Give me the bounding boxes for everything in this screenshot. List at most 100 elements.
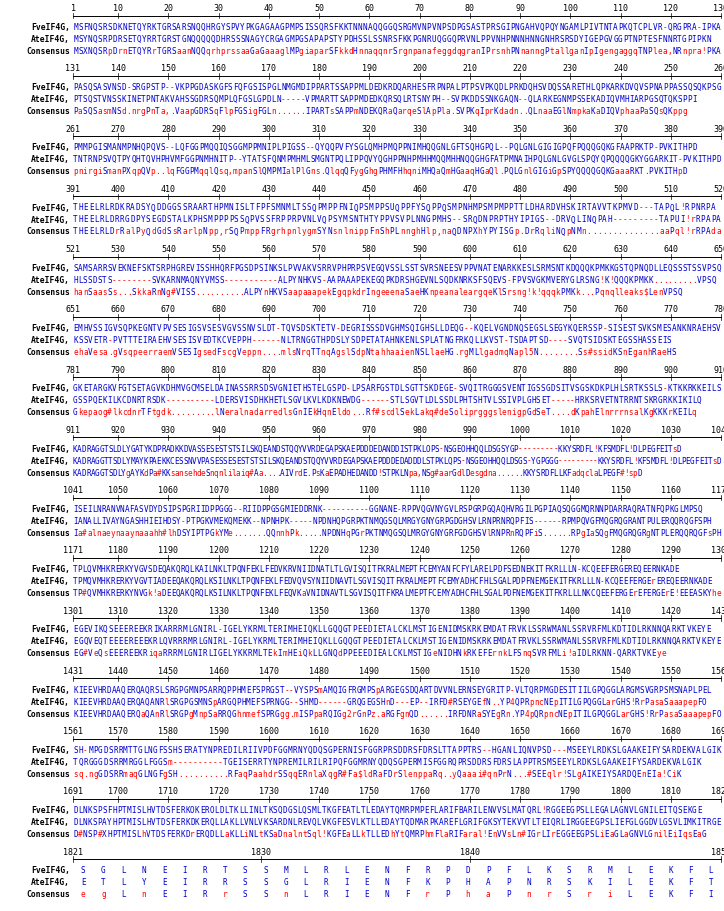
- Text: P: P: [146, 143, 151, 152]
- Text: 1000: 1000: [510, 425, 530, 435]
- Text: S: S: [295, 143, 300, 152]
- Text: L: L: [628, 877, 632, 886]
- Text: G: G: [571, 155, 576, 164]
- Text: -: -: [310, 143, 315, 152]
- Text: -: -: [166, 396, 170, 404]
- Text: -: -: [397, 505, 402, 513]
- Text: G: G: [194, 143, 198, 152]
- Text: E: E: [316, 384, 321, 393]
- Text: p: p: [136, 167, 140, 176]
- Text: n: n: [641, 769, 646, 778]
- Text: l: l: [487, 528, 491, 537]
- Text: c: c: [584, 468, 589, 477]
- Text: P: P: [413, 444, 417, 453]
- Text: P: P: [419, 805, 424, 814]
- Text: K: K: [591, 107, 595, 116]
- Text: D: D: [152, 444, 157, 453]
- Text: I: I: [237, 757, 243, 766]
- Text: R: R: [576, 577, 581, 586]
- Text: -: -: [563, 335, 568, 344]
- Text: D: D: [385, 817, 390, 826]
- Text: L: L: [458, 817, 463, 826]
- Text: D: D: [477, 757, 481, 766]
- Text: s: s: [316, 468, 320, 477]
- Text: s: s: [639, 288, 643, 296]
- Text: .: .: [585, 288, 589, 296]
- Text: g: g: [516, 408, 521, 417]
- Text: K: K: [522, 625, 526, 634]
- Text: L: L: [277, 143, 281, 152]
- Text: g: g: [623, 46, 628, 56]
- Text: I: I: [262, 456, 267, 465]
- Text: I: I: [244, 396, 248, 404]
- Text: A: A: [77, 456, 82, 465]
- Text: p: p: [678, 107, 682, 116]
- Text: N: N: [208, 745, 212, 754]
- Text: V: V: [235, 23, 240, 32]
- Text: K: K: [572, 577, 576, 586]
- Text: K: K: [673, 408, 677, 417]
- Text: Y: Y: [337, 215, 342, 224]
- Text: V: V: [167, 323, 172, 333]
- Text: G: G: [520, 23, 524, 32]
- Text: I: I: [429, 697, 433, 706]
- Text: K: K: [591, 95, 595, 104]
- Text: G: G: [161, 35, 166, 44]
- Text: H: H: [478, 396, 482, 404]
- Text: n: n: [516, 829, 521, 838]
- Text: e: e: [541, 408, 545, 417]
- Text: M: M: [214, 517, 219, 526]
- Text: G: G: [138, 745, 143, 754]
- Text: r: r: [300, 348, 306, 356]
- Text: d: d: [122, 107, 126, 116]
- Text: l: l: [545, 227, 550, 236]
- Text: G: G: [484, 155, 489, 164]
- Text: P: P: [250, 215, 254, 224]
- Text: r: r: [690, 227, 695, 236]
- Text: 480: 480: [513, 185, 528, 193]
- Text: T: T: [306, 456, 311, 465]
- Text: i: i: [512, 408, 516, 417]
- Text: T: T: [533, 335, 538, 344]
- Text: N: N: [296, 348, 300, 356]
- Text: V: V: [466, 35, 471, 44]
- Text: -: -: [346, 384, 350, 393]
- Text: K: K: [73, 697, 77, 706]
- Text: n: n: [186, 46, 190, 56]
- Text: E: E: [702, 323, 706, 333]
- Text: p: p: [529, 709, 534, 718]
- Text: D: D: [447, 649, 452, 658]
- Text: K: K: [558, 589, 563, 598]
- Text: T: T: [329, 155, 334, 164]
- Text: r: r: [691, 46, 696, 56]
- Text: 1150: 1150: [610, 486, 631, 495]
- Text: E: E: [123, 637, 127, 646]
- Text: T: T: [73, 155, 77, 164]
- Text: FveIF4G,: FveIF4G,: [31, 625, 70, 634]
- Text: K: K: [424, 288, 429, 296]
- Text: R: R: [545, 203, 550, 212]
- Text: E: E: [652, 649, 656, 658]
- Text: M: M: [416, 143, 421, 152]
- Text: L: L: [414, 335, 419, 344]
- Text: .: .: [313, 528, 317, 537]
- Text: E: E: [138, 335, 142, 344]
- Text: D: D: [183, 444, 188, 453]
- Text: L: L: [263, 625, 267, 634]
- Text: I: I: [498, 227, 503, 236]
- Text: S: S: [682, 263, 687, 272]
- Text: #: #: [375, 408, 380, 417]
- Text: D: D: [624, 83, 629, 92]
- Text: r: r: [272, 769, 277, 778]
- Text: P: P: [234, 263, 238, 272]
- Text: K: K: [563, 444, 567, 453]
- Text: V: V: [143, 505, 148, 513]
- Text: n: n: [682, 46, 686, 56]
- Text: q: q: [325, 348, 330, 356]
- Text: r: r: [148, 348, 152, 356]
- Text: Q: Q: [581, 167, 586, 176]
- Text: E: E: [177, 323, 182, 333]
- Text: M: M: [289, 46, 294, 56]
- Text: A: A: [90, 456, 95, 465]
- Text: d: d: [161, 408, 166, 417]
